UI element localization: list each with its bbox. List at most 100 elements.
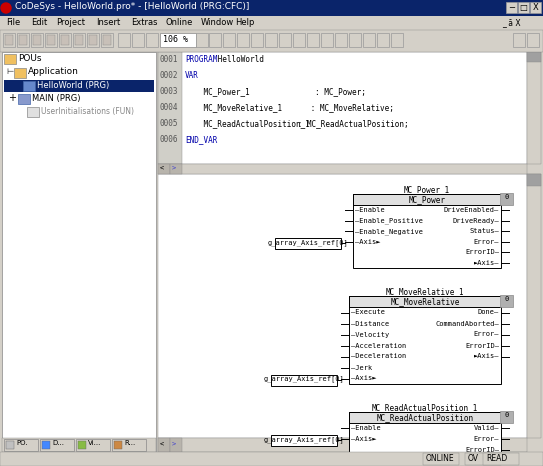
Bar [3, 33, 15, 47]
Bar [17, 33, 29, 47]
Text: MAIN (PRG): MAIN (PRG) [32, 94, 80, 103]
Text: MC_ReadActualPosition: MC_ReadActualPosition [376, 413, 473, 422]
Bar [518, 2, 529, 13]
Text: Application: Application [28, 67, 79, 76]
Text: 0004: 0004 [160, 103, 179, 112]
Text: ErrorID—: ErrorID— [465, 249, 499, 255]
Bar [265, 33, 277, 47]
Bar [4, 80, 154, 92]
Bar [527, 174, 541, 438]
Text: +: + [8, 93, 16, 103]
Text: MC_MoveRelative_1: MC_MoveRelative_1 [185, 103, 282, 112]
Bar [0, 52, 543, 466]
Text: —Axis►: —Axis► [351, 436, 376, 442]
Bar [23, 81, 35, 91]
Bar [223, 33, 235, 47]
Bar [275, 238, 341, 249]
Text: END_VAR: END_VAR [185, 135, 217, 144]
Bar [377, 33, 389, 47]
Bar [158, 52, 527, 164]
Text: 0: 0 [504, 194, 509, 200]
Text: : MC_MoveRelative;: : MC_MoveRelative; [269, 103, 394, 112]
Text: —Enable: —Enable [351, 425, 381, 432]
Bar [2, 52, 156, 452]
Bar [321, 33, 333, 47]
Bar [146, 33, 158, 47]
Bar [251, 33, 263, 47]
Text: □: □ [520, 3, 527, 12]
Bar [2, 438, 156, 452]
Bar [78, 441, 86, 449]
Text: File: File [6, 18, 20, 27]
Text: X: X [533, 3, 538, 12]
Bar [307, 33, 319, 47]
Text: Vi...: Vi... [88, 440, 102, 446]
Bar [500, 193, 513, 205]
Text: 0: 0 [504, 412, 509, 418]
Bar [465, 453, 501, 465]
Bar [45, 33, 57, 47]
Text: PROGRAM: PROGRAM [185, 55, 217, 64]
Bar [527, 174, 541, 186]
Text: 0006: 0006 [160, 135, 179, 144]
Bar [158, 52, 182, 164]
Text: —Distance: —Distance [351, 321, 389, 327]
Text: CoDeSys - HelloWorld.pro* - [HelloWorld (PRG:CFC)]: CoDeSys - HelloWorld.pro* - [HelloWorld … [15, 2, 249, 11]
Bar [31, 33, 43, 47]
Text: MC_Power_1: MC_Power_1 [404, 185, 450, 194]
Text: —Velocity: —Velocity [351, 331, 389, 337]
Circle shape [1, 3, 11, 13]
Bar [271, 435, 337, 446]
Bar [6, 441, 14, 449]
Bar [59, 33, 71, 47]
Text: 106 %: 106 % [163, 35, 188, 44]
Text: —Axis►: —Axis► [351, 376, 376, 382]
Text: g_array_Axis_ref[0]: g_array_Axis_ref[0] [263, 436, 344, 443]
Text: VAR: VAR [185, 71, 199, 80]
Text: MC_ReadActualPosition_1: MC_ReadActualPosition_1 [185, 119, 310, 128]
Text: —Jerk: —Jerk [351, 364, 372, 370]
Bar [170, 164, 182, 174]
Text: DriveEnabled—: DriveEnabled— [444, 207, 499, 213]
Bar [271, 375, 337, 385]
Bar [4, 54, 16, 64]
Bar [527, 52, 541, 164]
Bar [40, 439, 74, 451]
Text: CommandAborted—: CommandAborted— [435, 321, 499, 327]
Text: Edit: Edit [31, 18, 47, 27]
Text: g_array_Axis_ref[0]: g_array_Axis_ref[0] [263, 376, 344, 382]
Bar [237, 33, 249, 47]
Bar [196, 33, 208, 47]
Bar [513, 33, 525, 47]
Text: —Enable: —Enable [355, 207, 385, 213]
Text: 0003: 0003 [160, 87, 179, 96]
Text: Error—: Error— [473, 436, 499, 442]
Bar [483, 453, 519, 465]
Bar [103, 35, 111, 45]
Bar [350, 297, 500, 307]
Bar [87, 33, 99, 47]
Bar [279, 33, 291, 47]
Text: MC_Power: MC_Power [408, 195, 445, 204]
Bar [115, 33, 118, 47]
Bar [158, 164, 170, 174]
Text: MC_MoveRelative_1: MC_MoveRelative_1 [386, 287, 464, 296]
Bar [47, 35, 55, 45]
Bar [349, 296, 501, 307]
Text: Insert: Insert [96, 18, 120, 27]
Text: Window: Window [200, 18, 233, 27]
Text: MC_ReadActualPosition_1: MC_ReadActualPosition_1 [372, 403, 478, 412]
Bar [61, 35, 69, 45]
Text: >: > [172, 165, 176, 171]
Text: POUs: POUs [18, 54, 41, 63]
Bar [0, 30, 543, 52]
Bar [530, 2, 541, 13]
Text: MC_MoveRelative: MC_MoveRelative [390, 297, 460, 306]
Bar [349, 296, 501, 384]
Bar [158, 438, 170, 452]
Text: —Execute: —Execute [351, 309, 385, 315]
Text: Online: Online [166, 18, 193, 27]
Bar [4, 439, 38, 451]
Text: D...: D... [52, 440, 64, 446]
Bar [353, 194, 501, 205]
